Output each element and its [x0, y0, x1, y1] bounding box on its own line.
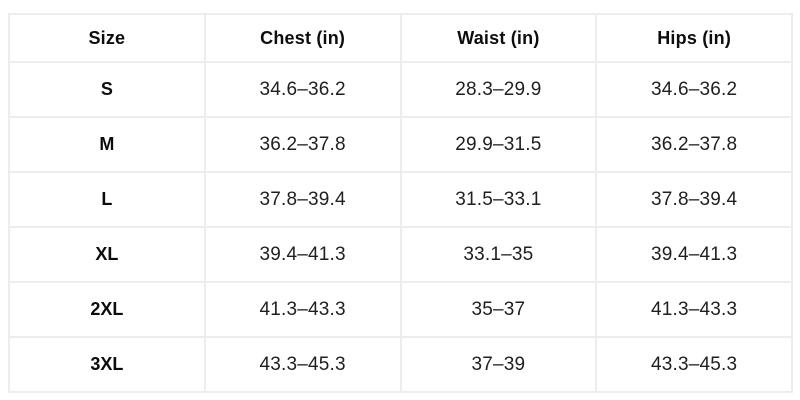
table-header: Size Chest (in) Waist (in) Hips (in): [8, 13, 793, 63]
hips-cell: 37.8–39.4: [595, 171, 793, 228]
size-chart-table: Size Chest (in) Waist (in) Hips (in) S 3…: [8, 13, 793, 393]
waist-cell: 29.9–31.5: [399, 116, 598, 173]
hips-cell: 41.3–43.3: [595, 281, 793, 338]
size-cell: L: [8, 171, 206, 228]
waist-cell: 35–37: [399, 281, 598, 338]
size-cell: M: [8, 116, 206, 173]
table-row-m: M 36.2–37.8 29.9–31.5 36.2–37.8: [8, 116, 793, 173]
size-cell: 2XL: [8, 281, 206, 338]
column-header-hips: Hips (in): [595, 13, 793, 63]
table-row-l: L 37.8–39.4 31.5–33.1 37.8–39.4: [8, 171, 793, 228]
chest-cell: 43.3–45.3: [203, 336, 402, 393]
table-body: S 34.6–36.2 28.3–29.9 34.6–36.2 M 36.2–3…: [8, 61, 793, 393]
waist-cell: 37–39: [399, 336, 598, 393]
table-row-2xl: 2XL 41.3–43.3 35–37 41.3–43.3: [8, 281, 793, 338]
hips-cell: 34.6–36.2: [595, 61, 793, 118]
header-row: Size Chest (in) Waist (in) Hips (in): [8, 13, 793, 63]
chest-cell: 34.6–36.2: [203, 61, 402, 118]
hips-cell: 36.2–37.8: [595, 116, 793, 173]
waist-cell: 28.3–29.9: [399, 61, 598, 118]
column-header-waist: Waist (in): [399, 13, 598, 63]
column-header-chest: Chest (in): [203, 13, 402, 63]
waist-cell: 33.1–35: [399, 226, 598, 283]
table-row-s: S 34.6–36.2 28.3–29.9 34.6–36.2: [8, 61, 793, 118]
chest-cell: 36.2–37.8: [203, 116, 402, 173]
hips-cell: 43.3–45.3: [595, 336, 793, 393]
hips-cell: 39.4–41.3: [595, 226, 793, 283]
size-cell: 3XL: [8, 336, 206, 393]
waist-cell: 31.5–33.1: [399, 171, 598, 228]
chest-cell: 37.8–39.4: [203, 171, 402, 228]
table-row-xl: XL 39.4–41.3 33.1–35 39.4–41.3: [8, 226, 793, 283]
size-cell: XL: [8, 226, 206, 283]
size-cell: S: [8, 61, 206, 118]
column-header-size: Size: [8, 13, 206, 63]
chest-cell: 39.4–41.3: [203, 226, 402, 283]
chest-cell: 41.3–43.3: [203, 281, 402, 338]
table-row-3xl: 3XL 43.3–45.3 37–39 43.3–45.3: [8, 336, 793, 393]
